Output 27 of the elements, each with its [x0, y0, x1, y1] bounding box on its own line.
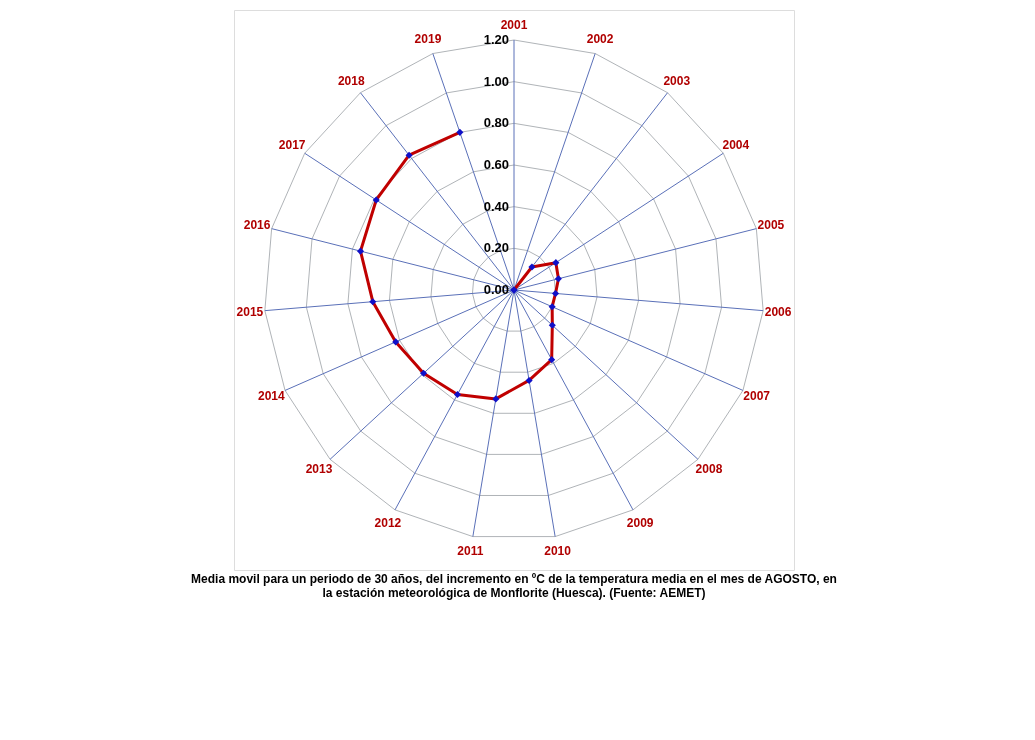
- spoke-label: 2018: [337, 73, 365, 88]
- text: Media movil para un periodo de 30 años, del incremento en ºC de la temperatura media en el mes de AGOSTO, en la estación meteorológica de Monflorite (Huesca). (Fuente: AEMET): [191, 572, 837, 600]
- y-tick-label: 0.80: [483, 115, 509, 131]
- spoke-label: 2002: [586, 32, 614, 47]
- spoke-label: 2005: [757, 217, 785, 232]
- spoke-label: 2010: [544, 544, 572, 559]
- spoke-label: 2019: [414, 32, 442, 47]
- spoke-label: 2004: [722, 138, 750, 153]
- y-tick-label: 0.60: [483, 157, 509, 172]
- spoke-label: 2003: [663, 73, 691, 88]
- y-tick-label: 0.00: [483, 282, 509, 297]
- y-tick-label: 1.00: [483, 73, 509, 89]
- spoke-label: 2012: [374, 516, 402, 531]
- y-tick-label: 0.40: [483, 198, 509, 214]
- spoke-label: 2008: [695, 462, 723, 477]
- y-tick-label: 1.20: [483, 32, 509, 47]
- spoke-label: 2001: [500, 18, 528, 32]
- spoke-label: 2007: [743, 389, 771, 404]
- spoke-label: 2011: [457, 544, 484, 559]
- spoke-label: 2009: [626, 516, 654, 531]
- spoke-label: 2016: [243, 217, 271, 232]
- spoke-label: 2013: [305, 462, 333, 477]
- y-tick-label: 0.20: [483, 240, 509, 256]
- spoke-label: 2017: [278, 138, 306, 153]
- spoke-label: 2015: [236, 304, 264, 319]
- spoke-label: 2006: [764, 304, 792, 319]
- spoke-label: 2014: [257, 389, 285, 404]
